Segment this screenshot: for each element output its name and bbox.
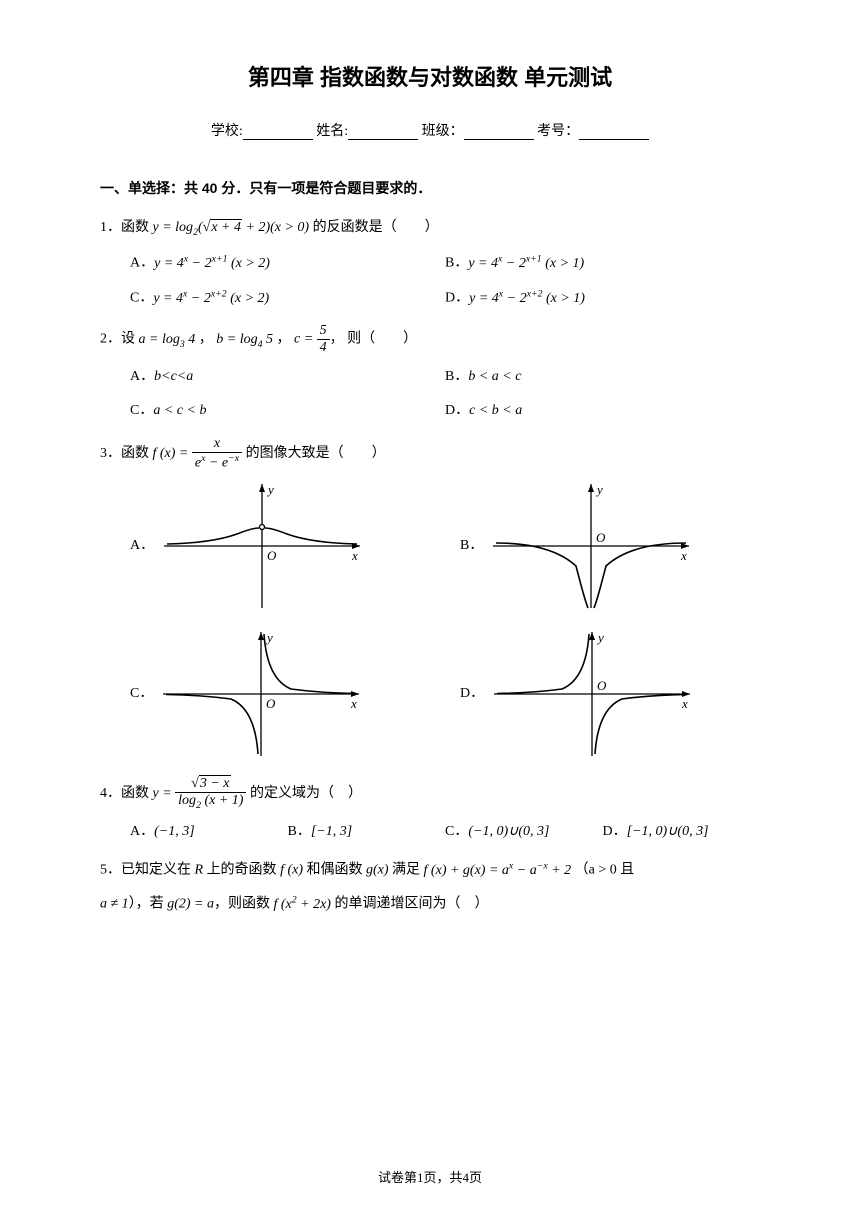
graph-c-svg: y x O xyxy=(161,629,361,759)
q1-options: A．y = 4x − 2x+1 (x > 2) B．y = 4x − 2x+1 … xyxy=(100,251,760,310)
class-blank xyxy=(464,126,534,140)
q4-text: 4．函数 y = √3 − xlog2 (x + 1) 的定义域为（ ） xyxy=(100,777,760,811)
q3-graph-a: A． y x O xyxy=(130,481,430,611)
name-label: 姓名: xyxy=(316,124,348,139)
svg-text:y: y xyxy=(596,630,604,645)
graph-a-svg: y x O xyxy=(162,481,362,611)
q1-suffix: 的反函数是（ ） xyxy=(309,220,439,235)
svg-text:x: x xyxy=(680,548,687,563)
q3-graph-c: C． y x O xyxy=(130,629,430,759)
q3-label-d: D． xyxy=(460,682,484,706)
q1-opt-c: C．y = 4x − 2x+2 (x > 2) xyxy=(130,286,445,310)
q4-opt-b: B．[−1, 3] xyxy=(288,820,446,844)
q3-graph-b: B． y x O xyxy=(460,481,760,611)
svg-text:O: O xyxy=(596,530,606,545)
q5-number: 5． xyxy=(100,863,121,878)
q1-prefix: 函数 xyxy=(121,220,153,235)
svg-text:O: O xyxy=(266,696,276,711)
q4-opt-c: C．(−1, 0)∪(0, 3] xyxy=(445,820,603,844)
graph-d-svg: y x O xyxy=(492,629,692,759)
id-blank xyxy=(579,126,649,140)
q3-text: 3．函数 f (x) = xex − e−x 的图像大致是（ ） xyxy=(100,437,760,471)
svg-text:y: y xyxy=(265,630,273,645)
name-blank xyxy=(348,126,418,140)
class-label: 班级： xyxy=(422,124,464,139)
svg-text:O: O xyxy=(597,678,607,693)
q2-opt-b: B．b < a < c xyxy=(445,365,760,389)
q5-line2: a ≠ 1），若 g(2) = a，则函数 f (x2 + 2x) 的单调递增区… xyxy=(100,892,760,916)
q2-options: A．b<c<a B．b < a < c C．a < c < b D．c < b … xyxy=(100,365,760,423)
q3-graphs-row-1: A． y x O B． y x O xyxy=(100,481,760,611)
q3-number: 3． xyxy=(100,446,121,461)
svg-text:y: y xyxy=(266,482,274,497)
school-blank xyxy=(243,126,313,140)
q2-opt-d: D．c < b < a xyxy=(445,399,760,423)
page-footer: 试卷第1页，共4页 xyxy=(0,1167,860,1186)
page-title: 第四章 指数函数与对数函数 单元测试 xyxy=(100,60,760,92)
q3-graphs-row-2: C． y x O D． y x O xyxy=(100,629,760,759)
question-2: 2．设 a = log3 4 ， b = log4 5 ， c = 54， 则（… xyxy=(100,324,760,423)
q2-text: 2．设 a = log3 4 ， b = log4 5 ， c = 54， 则（… xyxy=(100,324,760,355)
q4-opt-d: D．[−1, 0)∪(0, 3] xyxy=(603,820,761,844)
q3-label-a: A． xyxy=(130,534,154,558)
q3-graph-d: D． y x O xyxy=(460,629,760,759)
graph-b-svg: y x O xyxy=(491,481,691,611)
q1-opt-b: B．y = 4x − 2x+1 (x > 1) xyxy=(445,251,760,275)
q4-opt-a: A．(−1, 3] xyxy=(130,820,288,844)
section-header: 一、单选择：共 40 分．只有一项是符合题目要求的． xyxy=(100,178,760,198)
svg-text:y: y xyxy=(595,482,603,497)
q4-number: 4． xyxy=(100,786,121,801)
question-4: 4．函数 y = √3 − xlog2 (x + 1) 的定义域为（ ） A．(… xyxy=(100,777,760,844)
svg-text:x: x xyxy=(351,548,358,563)
school-label: 学校: xyxy=(211,124,243,139)
q5-line1: 5．已知定义在 R 上的奇函数 f (x) 和偶函数 g(x) 满足 f (x)… xyxy=(100,858,760,882)
question-5: 5．已知定义在 R 上的奇函数 f (x) 和偶函数 g(x) 满足 f (x)… xyxy=(100,858,760,917)
q1-number: 1． xyxy=(100,220,121,235)
q1-opt-a: A．y = 4x − 2x+1 (x > 2) xyxy=(130,251,445,275)
svg-text:x: x xyxy=(681,696,688,711)
q4-options: A．(−1, 3] B．[−1, 3] C．(−1, 0)∪(0, 3] D．[… xyxy=(100,820,760,844)
q2-number: 2． xyxy=(100,332,121,347)
id-label: 考号： xyxy=(537,124,579,139)
svg-text:O: O xyxy=(267,548,277,563)
hole-icon xyxy=(260,524,265,529)
q1-text: 1．函数 y = log2(√x + 4 + 2)(x > 0) 的反函数是（ … xyxy=(100,216,760,241)
q1-opt-d: D．y = 4x − 2x+2 (x > 1) xyxy=(445,286,760,310)
question-1: 1．函数 y = log2(√x + 4 + 2)(x > 0) 的反函数是（ … xyxy=(100,216,760,310)
q3-label-b: B． xyxy=(460,534,483,558)
q2-opt-a: A．b<c<a xyxy=(130,365,445,389)
q2-opt-c: C．a < c < b xyxy=(130,399,445,423)
q3-label-c: C． xyxy=(130,682,153,706)
svg-text:x: x xyxy=(350,696,357,711)
student-info-line: 学校: 姓名: 班级： 考号： xyxy=(100,120,760,140)
question-3: 3．函数 f (x) = xex − e−x 的图像大致是（ ） A． y x … xyxy=(100,437,760,759)
